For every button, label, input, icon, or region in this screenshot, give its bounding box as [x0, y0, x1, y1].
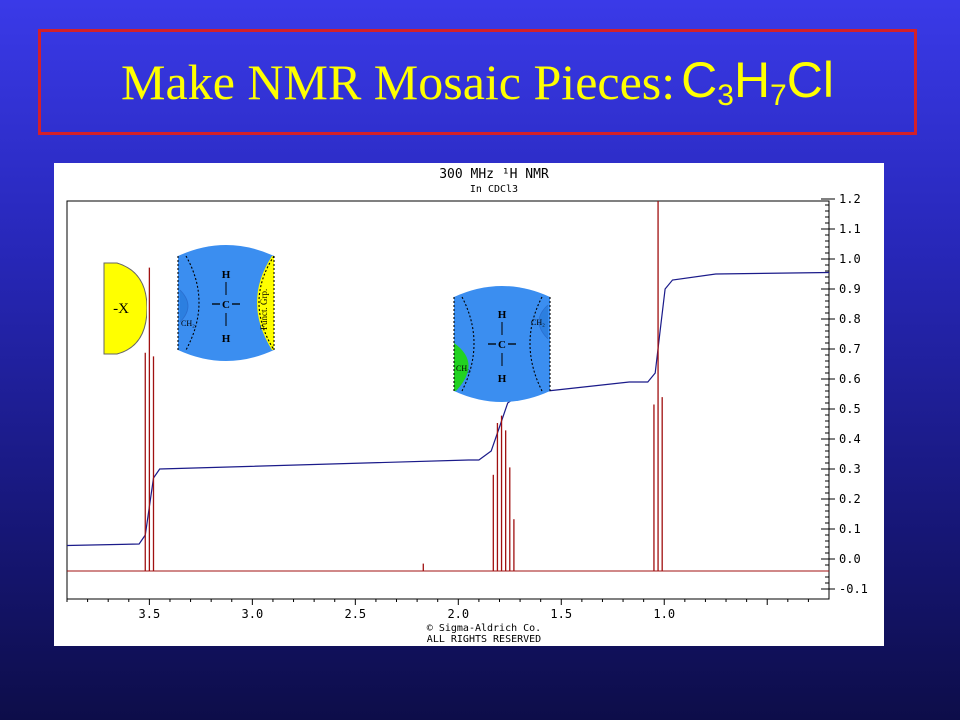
x-mosaic-piece[interactable]: -X [103, 262, 147, 355]
y-tick-label: 0.3 [839, 462, 861, 476]
piece2-ch2-left: CH₂ [456, 364, 470, 373]
y-tick-label: 1.0 [839, 252, 861, 266]
x-tick-label: 1.0 [653, 607, 675, 621]
piece1-h-top: H [222, 269, 231, 281]
x-tick-label: 2.0 [447, 607, 469, 621]
piece1-c: C [222, 299, 230, 311]
y-axis-ticks: 1.2 1.1 1.0 0.9 0.8 0.7 0.6 0.5 0.4 0.3 0.2 0.1 0.0 -… [821, 192, 868, 596]
y-tick-label: 1.1 [839, 222, 861, 236]
ch2-x-mosaic-piece[interactable]: H C H CH₂ Funct. Grp. [176, 242, 276, 364]
rights-text: ALL RIGHTS RESERVED [427, 634, 541, 645]
piece2-h-top: H [498, 309, 507, 321]
y-tick-label: 0.6 [839, 372, 861, 386]
y-tick-label: 0.0 [839, 552, 861, 566]
spectrum-header: 300 MHz ¹H NMR [439, 167, 549, 182]
formula-c: C [681, 52, 718, 108]
title-text: Make NMR Mosaic Pieces [121, 54, 662, 110]
formula-c-sub: 3 [717, 79, 734, 112]
copyright-text: © Sigma-Aldrich Co. [427, 623, 541, 634]
spectrum-peaks [67, 201, 829, 572]
x-axis-ticks: 3.5 3.0 2.5 2.0 1.5 1.0 [66, 599, 809, 621]
formula-cl: Cl [786, 52, 834, 108]
y-tick-label: 0.5 [839, 402, 861, 416]
formula-h-sub: 7 [770, 79, 787, 112]
piece2-shape: H C H CH₂ CH₂ [453, 286, 551, 402]
x-tick-label: 3.0 [242, 607, 264, 621]
y-tick-label: 0.4 [839, 432, 861, 446]
y-tick-label: 0.8 [839, 312, 861, 326]
spectrum-solvent: In CDCl3 [470, 184, 518, 195]
y-tick-label: 0.9 [839, 282, 861, 296]
formula: C3H7Cl [681, 51, 834, 113]
piece2-ch2-right: CH₂ [531, 318, 545, 327]
x-tick-label: 1.5 [550, 607, 572, 621]
integral-curve [66, 271, 830, 547]
y-tick-label: -0.1 [839, 582, 868, 596]
formula-h: H [733, 52, 771, 108]
x-tick-label: 2.5 [344, 607, 366, 621]
piece1-funct-grp: Funct. Grp. [259, 289, 269, 330]
piece1-h-bottom: H [222, 333, 231, 345]
y-tick-label: 0.2 [839, 492, 861, 506]
piece2-h-bottom: H [498, 373, 507, 385]
piece2-c: C [498, 339, 506, 351]
y-tick-label: 0.7 [839, 342, 861, 356]
y-tick-label: 1.2 [839, 192, 861, 206]
x-piece-label: -X [113, 301, 129, 317]
x-tick-label: 3.5 [139, 607, 161, 621]
title-colon: : [661, 54, 676, 110]
spectrum-svg: 300 MHz ¹H NMR In CDCl3 3.5 3.0 2.5 2.0 1.5 1… [66, 167, 868, 645]
ch2-middle-mosaic-piece[interactable]: H C H CH₂ CH₂ [452, 283, 552, 405]
piece1-shape: H C H CH₂ Funct. Grp. [177, 245, 275, 361]
nmr-spectrum: 300 MHz ¹H NMR In CDCl3 3.5 3.0 2.5 2.0 1.5 1… [54, 163, 884, 646]
x-piece-shape: -X [103, 262, 147, 355]
slide-title: Make NMR Mosaic Pieces: C3H7Cl [38, 29, 917, 135]
piece1-ch2: CH₂ [181, 319, 195, 328]
plot-frame [66, 200, 830, 600]
y-tick-label: 0.1 [839, 522, 861, 536]
